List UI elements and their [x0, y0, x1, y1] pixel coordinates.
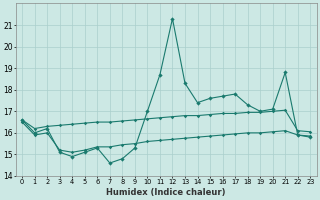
X-axis label: Humidex (Indice chaleur): Humidex (Indice chaleur) — [107, 188, 226, 197]
